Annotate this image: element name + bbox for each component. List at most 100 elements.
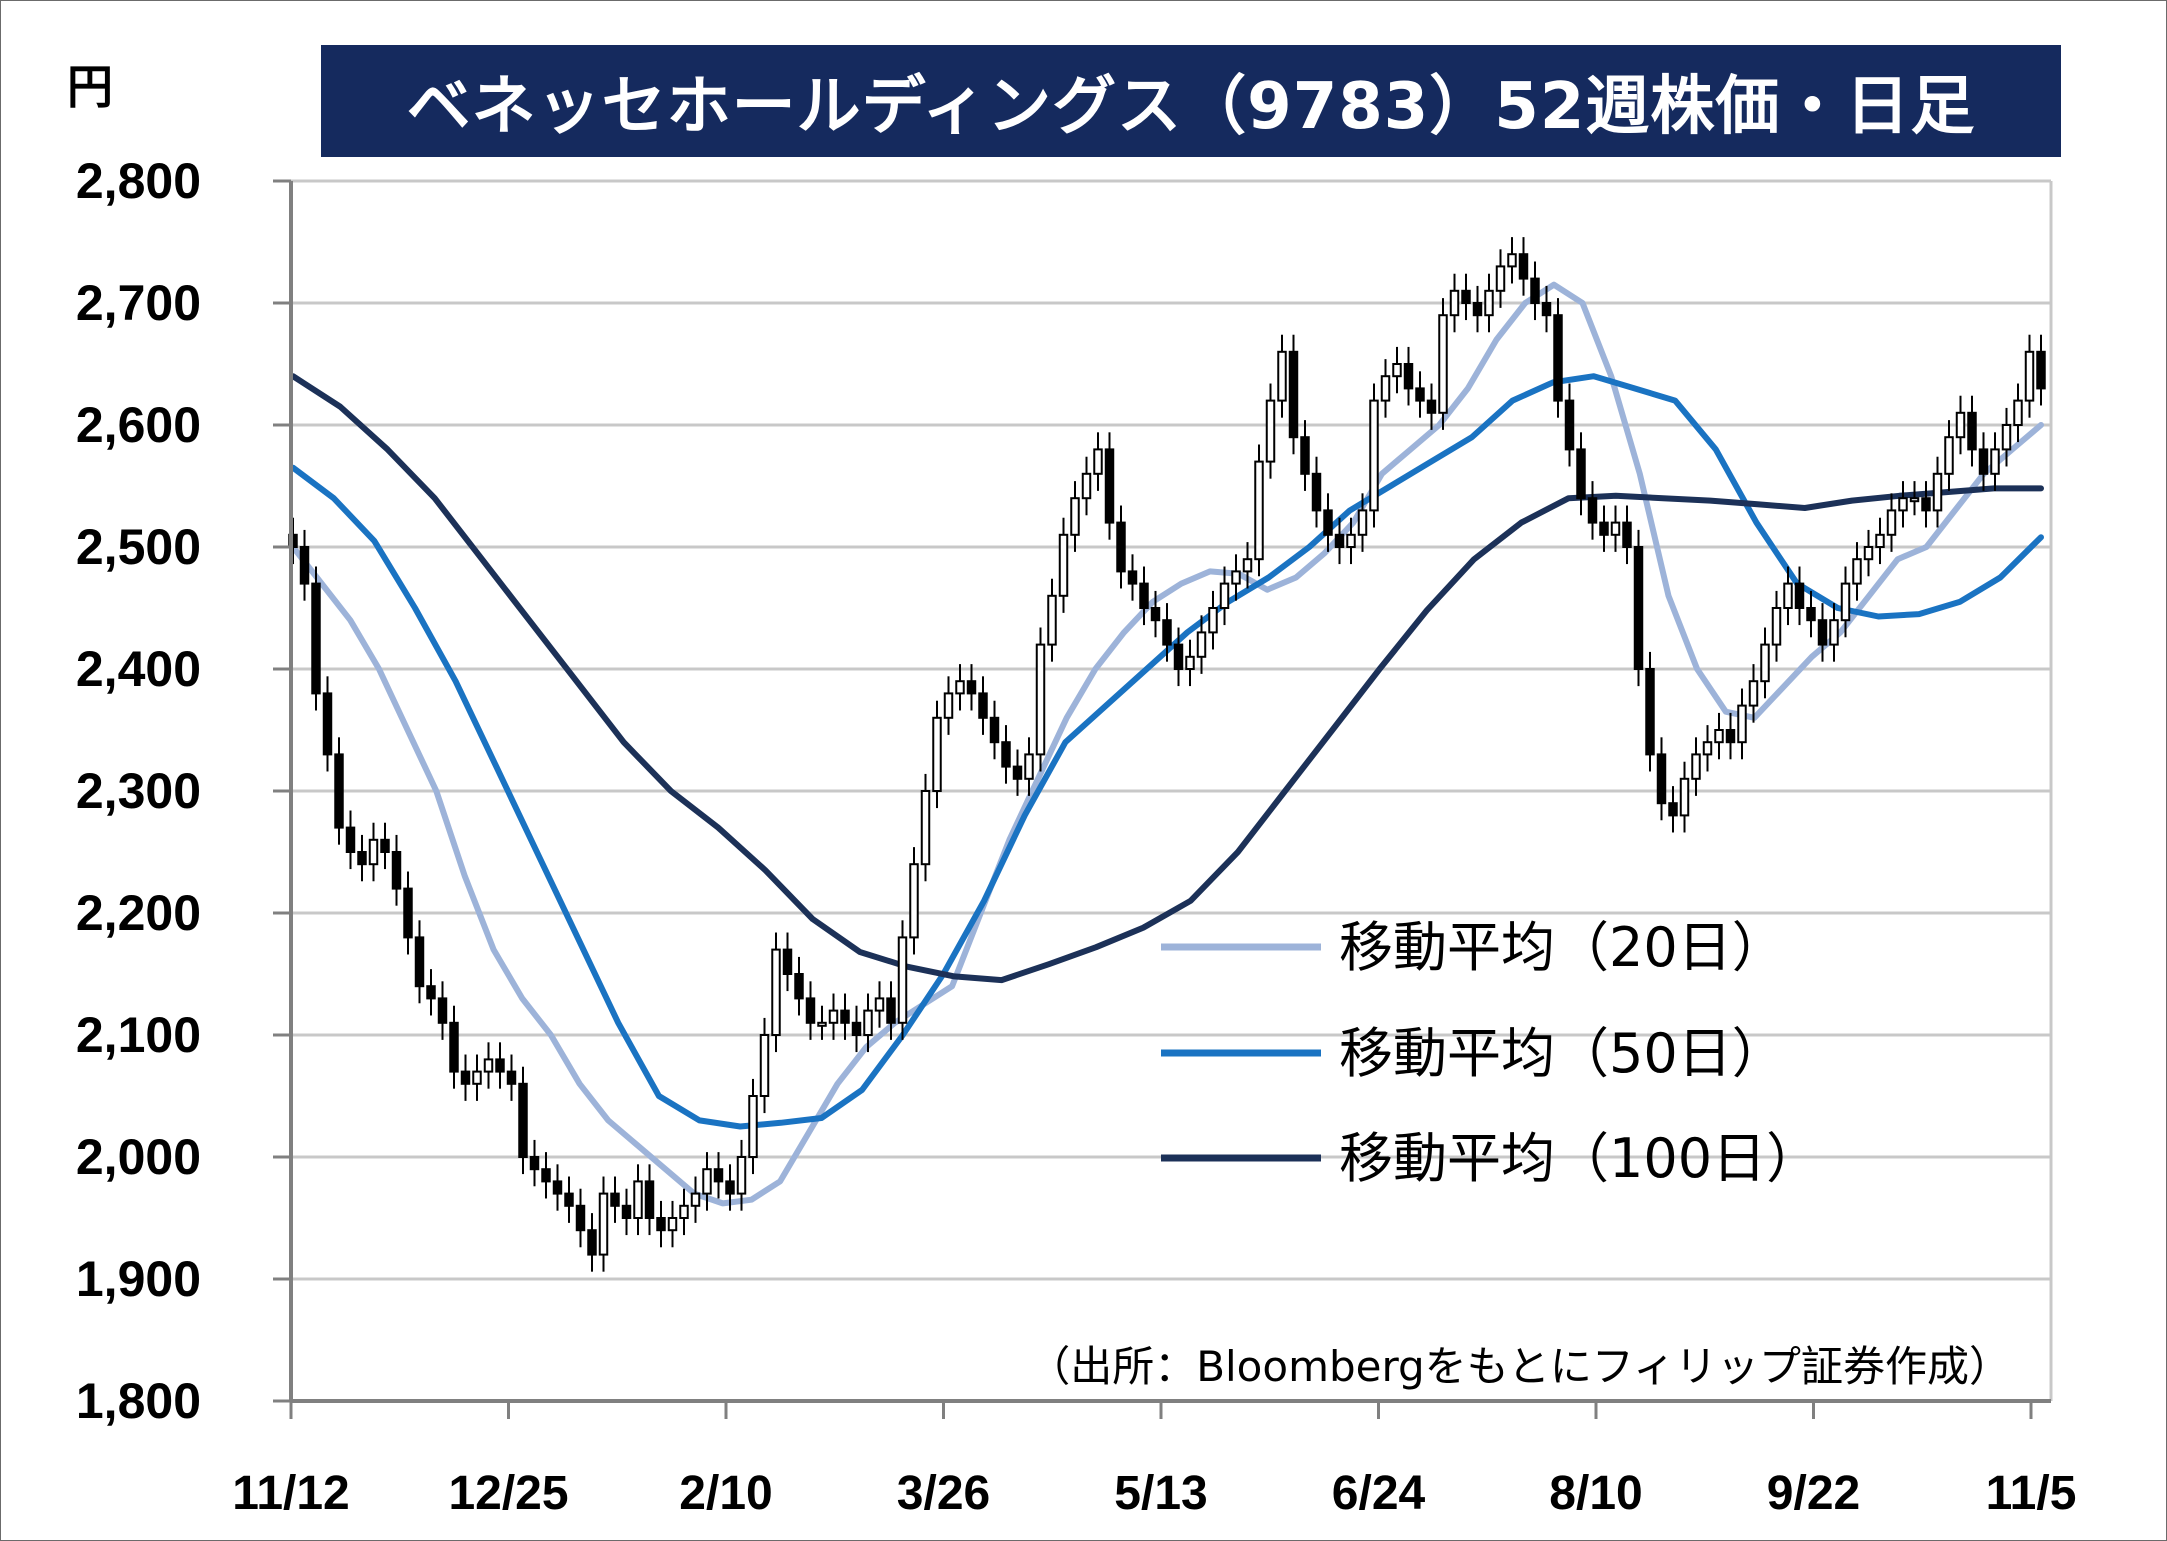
candle-body	[1254, 460, 1264, 561]
y-tick-label: 2,600	[76, 397, 201, 453]
candle-body	[1909, 497, 1920, 503]
candle-body	[299, 546, 310, 585]
candle-body	[552, 1180, 563, 1195]
candle-body	[1081, 472, 1092, 500]
gridlines	[291, 179, 2053, 1403]
candle-body	[1863, 546, 1874, 561]
candle-body	[1794, 582, 1805, 609]
candle-body	[426, 985, 436, 1000]
y-tick-label: 2,300	[76, 763, 201, 819]
legend-label: 移動平均（20日）	[1339, 916, 1786, 979]
candle-body	[1300, 436, 1310, 475]
candlesticks	[288, 237, 2046, 1272]
candle-body	[1725, 729, 1736, 744]
candle-body	[1392, 363, 1402, 378]
candle-body	[1714, 729, 1724, 744]
candle-body	[1875, 533, 1885, 548]
candle-body	[1990, 448, 2000, 475]
candle-body	[1840, 582, 1851, 622]
candle-body	[1564, 399, 1575, 451]
candle-body	[759, 1034, 770, 1097]
candle-body	[437, 997, 448, 1024]
candle-body	[518, 1082, 528, 1159]
candle-body	[1886, 509, 1897, 536]
candle-body	[1587, 497, 1598, 524]
candle-body	[1737, 704, 1747, 744]
candle-body	[472, 1070, 482, 1085]
x-tick-label: 3/26	[897, 1467, 990, 1520]
candle-body	[1472, 302, 1483, 317]
candle-body	[1484, 289, 1494, 317]
candle-body	[1150, 607, 1161, 622]
candle-body	[575, 1204, 586, 1232]
candle-body	[1208, 607, 1218, 634]
candle-body	[1679, 777, 1690, 817]
candle-body	[1127, 570, 1138, 585]
candle-body	[736, 1156, 747, 1195]
candle-body	[1518, 253, 1529, 280]
candle-body	[1012, 765, 1023, 780]
candle-body	[368, 838, 379, 866]
candle-body	[1162, 619, 1172, 646]
y-tick-label: 2,700	[76, 275, 201, 331]
candle-body	[920, 790, 931, 866]
ma-series-line	[290, 373, 2044, 1130]
legend-label: 移動平均（100日）	[1339, 1127, 1820, 1190]
candle-body	[955, 680, 965, 695]
source-note: （出所：Bloombergをもとにフィリップ証券作成）	[1028, 1342, 2011, 1391]
candle-body	[932, 716, 942, 792]
candle-body	[1921, 497, 1931, 512]
candle-body	[656, 1217, 666, 1232]
candle-body	[817, 1021, 827, 1027]
candle-body	[1277, 350, 1287, 402]
candle-body	[1783, 582, 1793, 609]
candle-body	[1656, 753, 1667, 805]
candle-body	[1633, 546, 1644, 670]
candle-body	[828, 1009, 839, 1024]
candle-body	[529, 1156, 540, 1171]
candle-body	[2024, 350, 2035, 402]
candle-body	[1173, 643, 1184, 670]
candle-body	[1265, 399, 1276, 463]
y-tick-label: 2,200	[76, 885, 201, 941]
candle-body	[1806, 607, 1816, 622]
candle-body	[587, 1229, 597, 1256]
y-tick-label: 2,500	[76, 519, 201, 575]
y-tick-label: 1,800	[76, 1373, 201, 1429]
candle-body	[851, 1021, 862, 1036]
axes: 2,800 2,700 2,600 2,500 2,400 2,300 2,200 2,100…	[76, 153, 2077, 1520]
candle-body	[1346, 533, 1356, 548]
x-tick-label: 11/5	[1986, 1467, 2077, 1520]
candle-body	[380, 838, 390, 853]
candle-body	[690, 1192, 701, 1207]
candle-body	[1311, 472, 1322, 512]
candle-body	[1357, 509, 1368, 536]
candle-body	[1196, 631, 1207, 658]
candle-body	[644, 1180, 655, 1220]
legend: 移動平均（20日） 移動平均（50日） 移動平均（100日）	[1161, 916, 1820, 1190]
candle-body	[1035, 643, 1046, 756]
candle-body	[782, 948, 793, 975]
candle-body	[771, 948, 781, 1036]
candle-body	[311, 582, 321, 695]
candle-body	[748, 1095, 758, 1158]
candle-body	[874, 997, 885, 1012]
candle-body	[334, 753, 344, 829]
candle-body	[1403, 363, 1414, 390]
candle-body	[460, 1070, 471, 1085]
candle-body	[1334, 533, 1345, 548]
candle-body	[943, 692, 954, 719]
candle-body	[449, 1021, 459, 1073]
candle-body	[564, 1192, 574, 1207]
candle-body	[1817, 619, 1828, 646]
candle-body	[794, 973, 804, 1000]
legend-label: 移動平均（50日）	[1339, 1022, 1786, 1085]
candle-body	[1047, 594, 1057, 646]
candle-body	[1116, 521, 1126, 573]
candle-body	[541, 1168, 551, 1183]
candle-body	[633, 1180, 643, 1220]
candle-body	[1380, 375, 1391, 402]
x-tick-label: 2/10	[679, 1467, 772, 1520]
candle-body	[805, 997, 816, 1024]
candle-body	[1461, 289, 1471, 304]
